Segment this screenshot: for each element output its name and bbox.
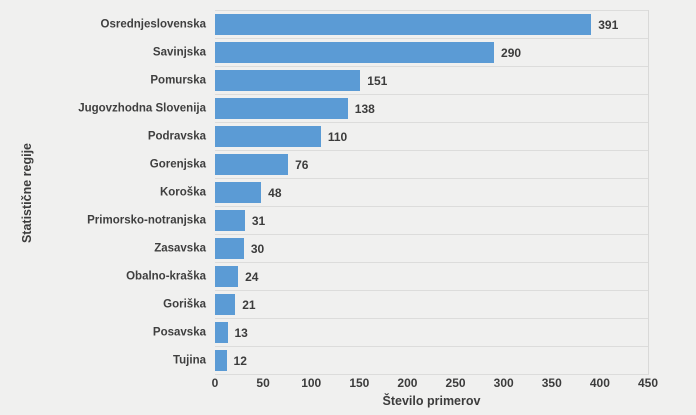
category-label: Tujina bbox=[172, 353, 206, 366]
bar bbox=[215, 210, 245, 231]
x-axis-tick: 100 bbox=[301, 376, 322, 390]
value-label: 110 bbox=[327, 129, 348, 144]
value-label: 12 bbox=[233, 353, 247, 368]
bar bbox=[215, 238, 244, 259]
x-axis-tick: 300 bbox=[493, 376, 514, 390]
bar bbox=[215, 266, 239, 287]
bar bbox=[215, 182, 262, 203]
bar bbox=[215, 42, 495, 63]
category-label: Podravska bbox=[147, 129, 206, 142]
category-label: Jugovzhodna Slovenija bbox=[78, 101, 206, 114]
bar-row: Zasavska 30 bbox=[154, 234, 648, 262]
plot-area: Osrednjeslovenska 391 Savinjska 290 Pomurska… bbox=[78, 10, 649, 375]
category-label: Zasavska bbox=[154, 241, 206, 254]
value-label: 76 bbox=[295, 157, 309, 172]
x-axis-tick: 150 bbox=[349, 376, 370, 390]
bar-row: Tujina 12 bbox=[173, 346, 648, 374]
bar-row: Pomurska 151 bbox=[150, 66, 648, 94]
bar bbox=[215, 14, 592, 35]
bar-row: Podravska 110 bbox=[148, 122, 648, 150]
bar-row: Jugovzhodna Slovenija 138 bbox=[78, 94, 648, 122]
bar-row: Savinjska 290 bbox=[153, 38, 648, 66]
bar-row: Koroška 48 bbox=[160, 178, 648, 206]
bar-row: Goriška 21 bbox=[163, 290, 648, 318]
x-axis-tick: 350 bbox=[541, 376, 562, 390]
category-label: Obalno-kraška bbox=[126, 269, 206, 282]
category-label: Gorenjska bbox=[149, 157, 206, 170]
category-label: Savinjska bbox=[152, 45, 206, 58]
value-label: 48 bbox=[268, 185, 282, 200]
value-label: 151 bbox=[367, 73, 388, 88]
bar bbox=[215, 98, 348, 119]
bar-row: Primorsko-notranjska 31 bbox=[87, 206, 648, 234]
bar bbox=[215, 350, 227, 371]
bar-row: Gorenjska 76 bbox=[150, 150, 648, 178]
value-label: 138 bbox=[354, 101, 375, 116]
category-label: Koroška bbox=[159, 185, 206, 198]
category-label: Pomurska bbox=[150, 73, 206, 86]
value-label: 24 bbox=[245, 269, 259, 284]
x-axis-tick: 0 bbox=[211, 376, 219, 390]
value-label: 31 bbox=[251, 213, 266, 228]
category-label: Goriška bbox=[163, 297, 206, 310]
x-axis-title: Število primerov bbox=[382, 394, 481, 408]
value-label: 21 bbox=[242, 297, 256, 312]
x-axis-tick: 250 bbox=[445, 376, 466, 390]
bar-row: Posavska 13 bbox=[153, 318, 648, 346]
value-label: 391 bbox=[598, 17, 619, 32]
category-label: Posavska bbox=[152, 325, 206, 338]
category-label: Primorsko-notranjska bbox=[87, 213, 206, 226]
x-axis-tick: 450 bbox=[637, 376, 659, 390]
value-label: 13 bbox=[234, 325, 248, 340]
bar-row: Osrednjeslovenska 391 bbox=[101, 10, 648, 38]
x-axis-tick: 200 bbox=[397, 376, 418, 390]
bar bbox=[215, 294, 236, 315]
x-axis-tick-labels: 0 50 100 150 200 250 300 350 400 450 bbox=[211, 376, 658, 391]
category-label: Osrednjeslovenska bbox=[100, 17, 206, 30]
bar-row: Obalno-kraška 24 bbox=[126, 262, 648, 290]
x-axis-tick: 50 bbox=[256, 376, 270, 390]
bar bbox=[215, 70, 361, 91]
x-axis-tick: 400 bbox=[589, 376, 610, 390]
value-label: 30 bbox=[250, 241, 265, 256]
bar bbox=[215, 322, 228, 343]
value-label: 290 bbox=[501, 45, 522, 60]
bar bbox=[215, 154, 289, 175]
bar bbox=[215, 126, 321, 147]
